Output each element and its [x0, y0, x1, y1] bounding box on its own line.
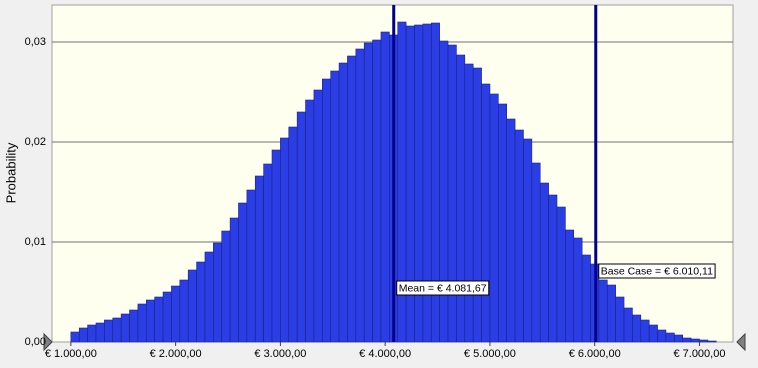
- bar: [439, 40, 449, 343]
- bar: [447, 44, 457, 343]
- bar: [548, 194, 558, 343]
- annotation-box: [396, 280, 490, 296]
- bar: [145, 299, 155, 343]
- bar: [690, 338, 700, 343]
- bar: [640, 319, 650, 343]
- bar: [573, 237, 583, 343]
- bar: [104, 319, 114, 343]
- bar: [598, 279, 608, 343]
- bar: [372, 39, 382, 343]
- bar: [539, 182, 549, 343]
- bar: [632, 314, 642, 343]
- x-tick-label: € 7.000,00: [673, 348, 725, 360]
- annotation-box: [598, 263, 716, 279]
- bar: [657, 329, 667, 343]
- bar: [489, 93, 499, 343]
- annotation-label: Base Case = € 6.010,11: [601, 265, 713, 277]
- y-tick-label: 0,02: [25, 136, 46, 148]
- y-axis-label: Probability: [3, 142, 18, 203]
- bar: [271, 149, 281, 343]
- bar: [213, 242, 223, 343]
- bar: [581, 254, 591, 343]
- bar: [238, 202, 248, 343]
- bar: [648, 324, 658, 343]
- bar: [615, 296, 625, 343]
- bar: [70, 331, 80, 343]
- bar: [288, 126, 298, 343]
- x-tick-label: € 5.000,00: [464, 348, 516, 360]
- left-slider[interactable]: [43, 332, 53, 352]
- bar: [196, 261, 206, 343]
- bar: [456, 54, 466, 343]
- bar: [347, 55, 357, 343]
- bar: [154, 296, 164, 343]
- bar: [380, 31, 390, 343]
- bar: [171, 285, 181, 343]
- bar: [606, 284, 616, 343]
- bar: [78, 327, 88, 343]
- bar: [162, 291, 172, 343]
- bar: [179, 279, 189, 343]
- bar: [464, 63, 474, 343]
- bar: [305, 99, 315, 343]
- bar: [87, 324, 97, 343]
- right-slider[interactable]: [736, 332, 746, 352]
- bar: [707, 340, 717, 343]
- bar: [296, 111, 306, 343]
- x-tick-label: € 2.000,00: [150, 348, 202, 360]
- bar: [221, 230, 231, 343]
- bar: [523, 138, 533, 343]
- bar: [112, 317, 122, 343]
- bar: [322, 78, 331, 343]
- bar: [665, 332, 675, 343]
- y-tick-label: 0,01: [25, 236, 46, 248]
- bar: [699, 339, 709, 343]
- x-tick-label: € 6.000,00: [569, 348, 621, 360]
- bar: [120, 313, 130, 343]
- bar: [229, 217, 239, 343]
- bar: [565, 229, 575, 343]
- bar: [246, 189, 256, 343]
- bar: [95, 322, 105, 343]
- bar: [137, 303, 147, 343]
- bar: [682, 337, 692, 343]
- bar: [280, 137, 290, 343]
- bar: [330, 70, 340, 343]
- bar: [204, 251, 214, 343]
- bar: [531, 162, 541, 343]
- bar: [254, 175, 264, 343]
- bar: [129, 309, 139, 343]
- bar: [355, 48, 365, 343]
- y-tick-label: 0,03: [25, 36, 46, 48]
- bar: [187, 269, 197, 343]
- bar: [514, 129, 524, 343]
- x-tick-label: € 1.000,00: [45, 348, 97, 360]
- bar: [313, 89, 323, 343]
- bar: [363, 42, 373, 343]
- bar: [338, 62, 348, 343]
- bar: [556, 206, 566, 343]
- y-tick-label: 0,00: [25, 336, 46, 348]
- bar: [472, 67, 482, 343]
- bar: [498, 103, 507, 343]
- x-tick-label: € 4.000,00: [359, 348, 411, 360]
- bar: [481, 83, 491, 343]
- bar: [506, 118, 516, 343]
- bar: [623, 307, 633, 343]
- bar: [263, 163, 273, 343]
- x-tick-label: € 3.000,00: [254, 348, 306, 360]
- bar: [674, 334, 684, 343]
- annotation-label: Mean = € 4.081,67: [399, 282, 487, 294]
